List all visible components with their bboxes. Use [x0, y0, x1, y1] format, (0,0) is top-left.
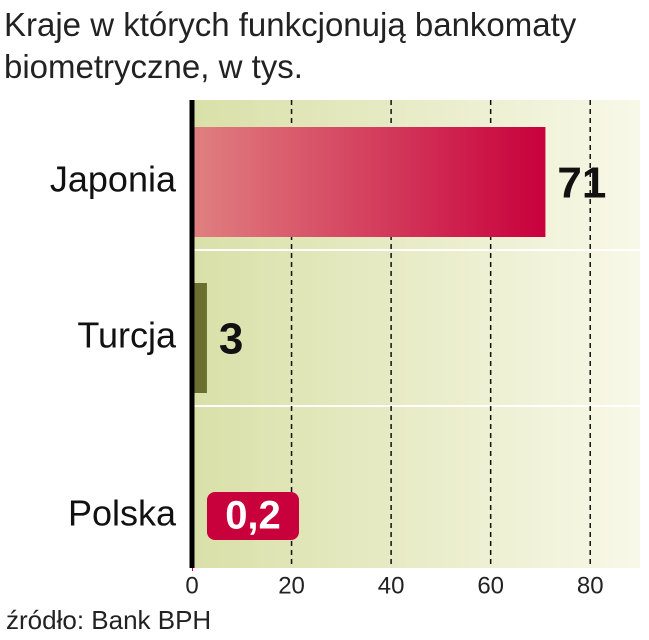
y-tick-label: Polska	[68, 493, 177, 534]
y-tick-label: Japonia	[50, 159, 177, 200]
source: źródło: Bank BPH	[6, 605, 211, 635]
bar	[192, 283, 207, 393]
y-tick-label: Turcja	[77, 315, 177, 356]
x-tick-label: 0	[185, 572, 198, 599]
x-tick-label: 20	[278, 572, 305, 599]
x-tick-label: 80	[577, 572, 604, 599]
value-label: 71	[557, 159, 606, 208]
x-tick-label: 60	[477, 572, 504, 599]
bar	[192, 127, 546, 237]
value-label: 0,2	[225, 494, 281, 538]
chart-title: Kraje w których funkcjonują bankomaty bi…	[4, 6, 577, 85]
x-tick-label: 40	[378, 572, 405, 599]
value-label-box	[206, 492, 299, 540]
value-label: 3	[219, 315, 243, 364]
